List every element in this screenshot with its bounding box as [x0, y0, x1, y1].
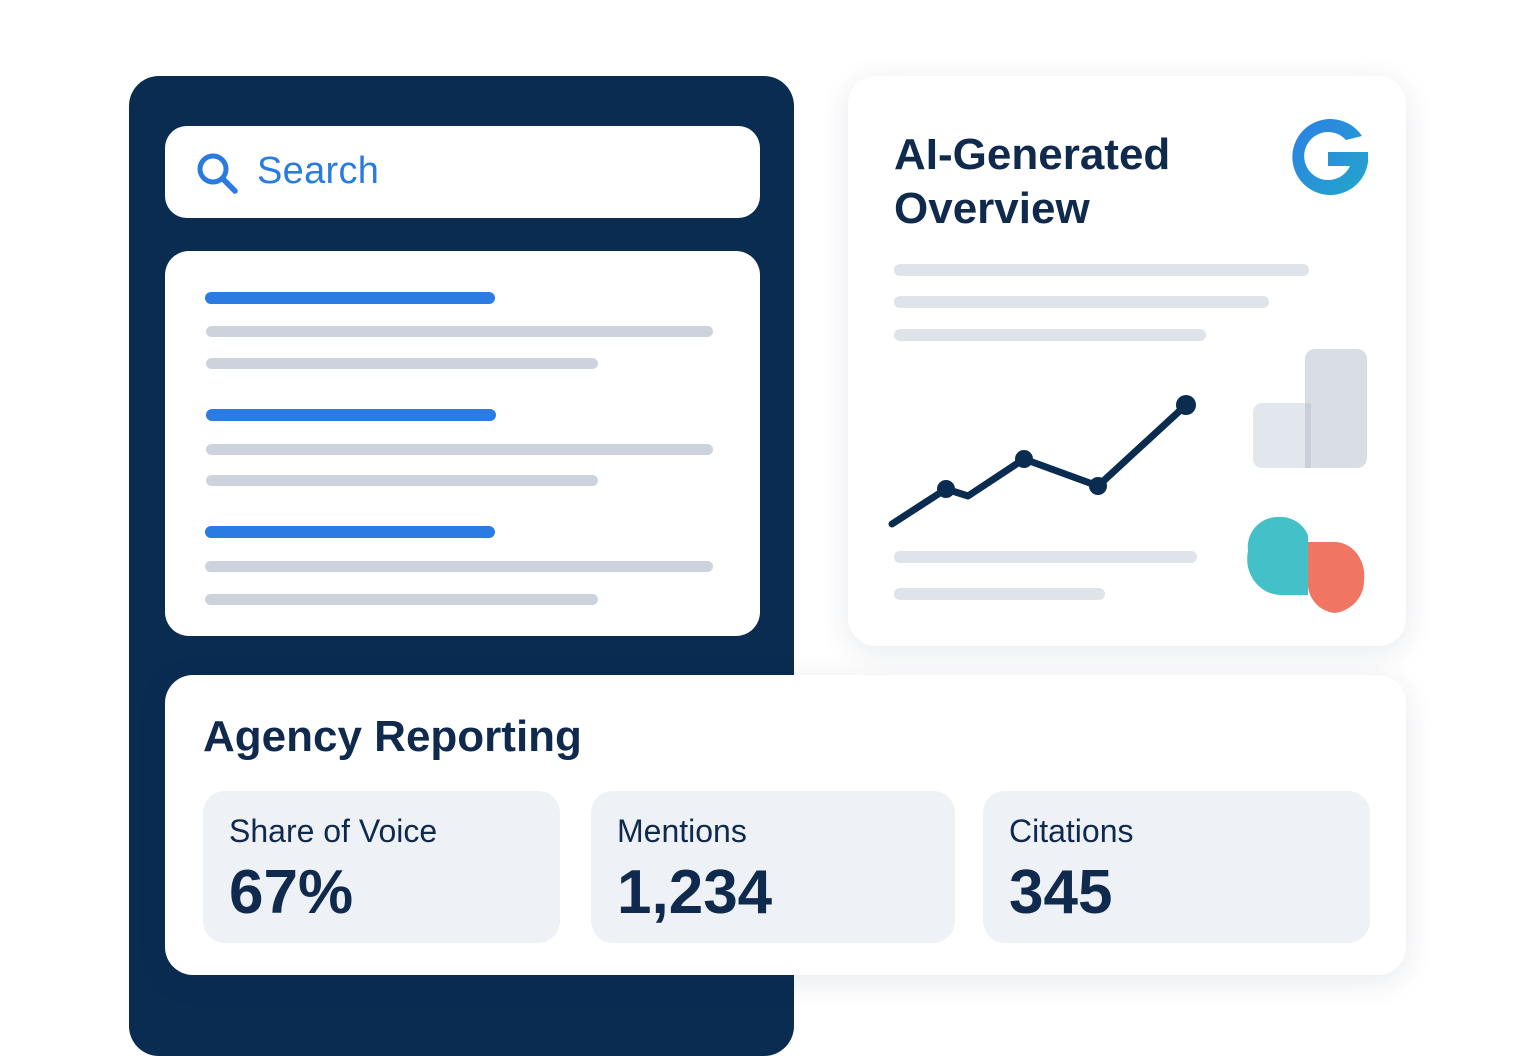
result-title-bar[interactable]: [205, 292, 495, 304]
result-snippet-bar: [206, 475, 598, 486]
search-input[interactable]: [165, 126, 760, 218]
bar-chart-icon: [1253, 349, 1367, 468]
result-snippet-bar: [206, 444, 713, 455]
metric-label: Mentions: [617, 813, 747, 849]
result-snippet-bar: [205, 594, 598, 605]
overview-text-line: [894, 264, 1309, 276]
reporting-title: Agency Reporting: [203, 712, 582, 761]
metric-value: 1,234: [617, 858, 773, 927]
overview-title: AI-Generated Overview: [894, 130, 1171, 233]
metric-label: Share of Voice: [229, 813, 438, 849]
metric-share-of-voice[interactable]: Share of Voice 67%: [203, 791, 560, 943]
metric-value: 67%: [229, 858, 354, 927]
metric-label: Citations: [1009, 813, 1134, 849]
overview-text-line: [894, 588, 1105, 600]
google-g-icon: [1292, 119, 1368, 196]
result-snippet-bar: [206, 326, 713, 337]
metric-citations[interactable]: Citations 345: [983, 791, 1370, 943]
trend-line-chart: [888, 395, 1196, 528]
pie-chart-icon: [1247, 516, 1365, 613]
result-snippet-bar: [205, 561, 713, 572]
result-title-bar[interactable]: [205, 526, 495, 538]
overview-text-line: [894, 551, 1197, 563]
metric-mentions[interactable]: Mentions 1,234: [591, 791, 955, 943]
search-placeholder: Search: [257, 150, 380, 192]
search-icon: [197, 153, 238, 194]
metric-value: 345: [1009, 858, 1113, 927]
result-snippet-bar: [206, 358, 598, 369]
overview-text-line: [894, 329, 1206, 341]
overview-text-line: [894, 296, 1269, 308]
result-title-bar[interactable]: [206, 409, 496, 421]
